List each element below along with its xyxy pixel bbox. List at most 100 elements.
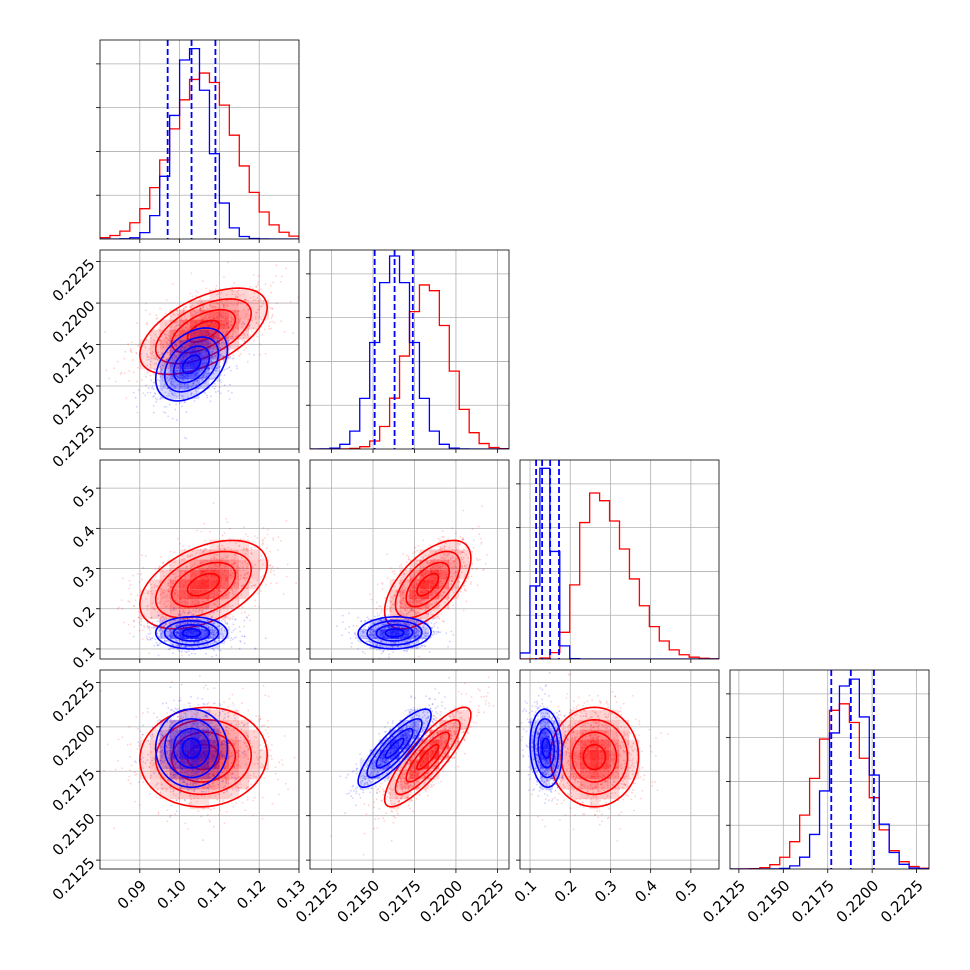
scatter-point <box>175 395 178 398</box>
density-cell <box>219 349 230 360</box>
scatter-point <box>219 347 222 349</box>
scatter-point <box>225 517 228 520</box>
density-cell <box>419 559 430 570</box>
scatter-point <box>461 566 463 569</box>
density-cell <box>409 609 420 620</box>
scatter-point <box>167 376 170 379</box>
scatter-point <box>185 567 188 570</box>
scatter-point <box>176 333 179 335</box>
scatter-point <box>244 573 247 576</box>
density-cell <box>219 339 230 350</box>
scatter-point <box>247 309 250 311</box>
scatter-point <box>174 385 176 388</box>
scatter-point <box>127 343 130 345</box>
scatter-point <box>178 385 181 388</box>
scatter-point <box>267 528 269 531</box>
scatter-point <box>409 618 412 621</box>
density-cell <box>189 359 200 370</box>
scatter-point <box>261 543 264 546</box>
y-tick-label: 0.3 <box>69 562 99 592</box>
density-cell <box>159 359 170 370</box>
scatter-point <box>241 635 244 637</box>
scatter-point <box>210 360 213 362</box>
scatter-point <box>172 345 175 348</box>
scatter-point <box>159 593 162 596</box>
scatter-point <box>206 640 209 642</box>
scatter-point <box>223 384 226 387</box>
density-cell <box>209 359 220 370</box>
scatter-point <box>187 618 189 621</box>
density-cell <box>149 359 160 370</box>
scatter-point <box>176 362 179 365</box>
scatter-point <box>224 548 227 551</box>
scatter-point <box>202 641 205 644</box>
scatter-point <box>470 581 473 583</box>
scatter-point <box>204 382 207 385</box>
scatter-point <box>239 294 242 297</box>
scatter-point <box>234 295 237 298</box>
scatter-point <box>411 577 414 580</box>
scatter-point <box>452 562 454 565</box>
scatter-point <box>181 569 183 572</box>
scatter-point <box>435 601 438 603</box>
scatter-point <box>464 573 466 576</box>
scatter-point <box>176 624 179 627</box>
scatter-point <box>179 613 182 615</box>
scatter-point <box>215 367 218 370</box>
scatter-point <box>275 302 278 305</box>
density-cell <box>419 549 430 560</box>
scatter-point <box>195 642 198 645</box>
scatter-point <box>245 347 248 349</box>
scatter-point <box>218 648 220 651</box>
scatter-point <box>211 320 213 323</box>
scatter-point <box>264 637 267 640</box>
scatter-point <box>154 397 157 400</box>
scatter-point <box>471 527 474 530</box>
scatter-point <box>213 602 216 605</box>
scatter-point <box>260 299 262 302</box>
scatter-point <box>173 328 176 331</box>
scatter-point <box>227 546 230 549</box>
scatter-point <box>255 311 258 314</box>
scatter-point <box>402 590 405 593</box>
scatter-point <box>205 604 208 606</box>
density-cell <box>149 579 160 590</box>
scatter-point <box>152 405 155 407</box>
scatter-point <box>305 553 307 555</box>
scatter-point <box>219 625 222 627</box>
scatter-point <box>171 609 174 612</box>
scatter-point <box>176 329 179 332</box>
scatter-point <box>183 383 186 386</box>
scatter-point <box>178 614 180 617</box>
scatter-point <box>188 650 190 653</box>
density-cell <box>139 359 150 370</box>
scatter-point <box>272 539 275 541</box>
scatter-point <box>195 326 198 328</box>
scatter-point <box>214 635 217 638</box>
scatter-point <box>218 379 221 382</box>
scatter-point <box>408 611 410 613</box>
scatter-point <box>196 621 199 624</box>
scatter-point <box>223 548 226 551</box>
scatter-point <box>250 553 253 555</box>
scatter-point <box>246 334 249 336</box>
scatter-point <box>214 369 217 372</box>
scatter-point <box>153 373 155 376</box>
scatter-point <box>389 626 392 628</box>
scatter-point <box>420 617 422 620</box>
density-cell <box>389 609 400 620</box>
scatter-point <box>170 365 173 368</box>
scatter-point <box>253 584 255 587</box>
scatter-point <box>197 623 200 625</box>
scatter-point <box>441 620 444 622</box>
scatter-point <box>160 369 162 371</box>
scatter-point <box>472 546 475 549</box>
scatter-point <box>441 557 443 559</box>
scatter-point <box>213 603 215 606</box>
scatter-point <box>191 614 194 617</box>
scatter-point <box>196 529 199 532</box>
scatter-point <box>158 353 161 356</box>
scatter-point <box>185 565 188 568</box>
density-cell <box>399 569 410 580</box>
